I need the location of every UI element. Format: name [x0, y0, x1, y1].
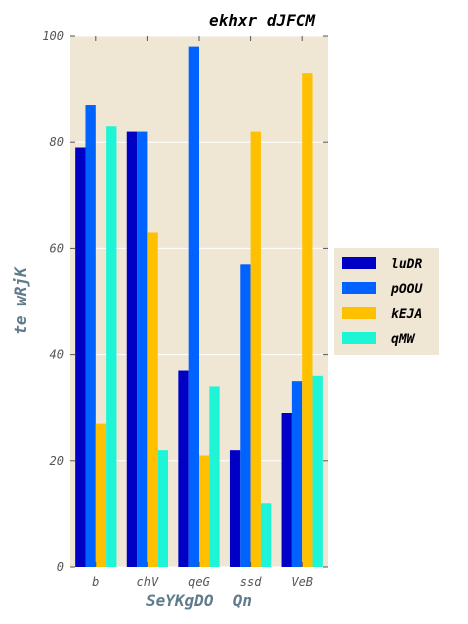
legend-swatch-qMW: [342, 332, 376, 344]
bar-pOOU-ssd: [240, 264, 251, 567]
bar-kEJA-chV: [147, 232, 158, 567]
legend-swatch-kEJA: [342, 307, 376, 319]
x-ticks: b chV qeG ssd VeB: [92, 36, 313, 589]
bar-pOOU-qeG: [188, 46, 199, 568]
bar-kEJA-qeG: [199, 455, 210, 567]
bar-kEJA-VeB: [302, 73, 313, 568]
bar-kEJA-ssd: [250, 131, 261, 567]
bar-qMW-qeG: [209, 386, 220, 567]
bar-qMW-ssd: [260, 503, 272, 567]
x-tick-label: chV: [137, 575, 159, 589]
x-tick-label: qeG: [188, 575, 210, 589]
bar-qMW-b: [106, 126, 117, 568]
legend-label-kEJA: kEJA: [391, 307, 422, 322]
bar-luDR-qeG: [178, 370, 189, 567]
bar-luDR-VeB: [281, 413, 292, 567]
y-tick-label: 20: [50, 454, 64, 468]
bar-pOOU-b: [85, 105, 96, 567]
bar-pOOU-VeB: [291, 381, 303, 567]
bar-kEJA-b: [95, 423, 107, 567]
bar-luDR-chV: [126, 131, 138, 567]
chart-title: ekhxr dJFCM: [209, 11, 316, 30]
y-ticks: 0 20 40 60 80 100: [42, 29, 328, 574]
x-tick-label: b: [92, 575, 99, 589]
y-tick-label: 40: [50, 348, 64, 362]
bar-luDR-ssd: [229, 450, 241, 567]
legend-swatch-luDR: [342, 257, 376, 269]
bars: [75, 46, 323, 568]
y-axis-label: te wRjK: [11, 266, 30, 335]
y-tick-label: 60: [50, 241, 64, 255]
legend-label-qMW: qMW: [391, 332, 416, 347]
legend-swatch-pOOU: [342, 282, 376, 294]
y-tick-label: 0: [57, 560, 64, 574]
bar-luDR-b: [75, 147, 86, 567]
y-tick-label: 80: [50, 135, 64, 149]
bar-pOOU-chV: [137, 131, 148, 567]
legend: luDR pOOU kEJA qMW: [334, 248, 439, 355]
legend-label-pOOU: pOOU: [390, 282, 423, 297]
bar-qMW-VeB: [312, 375, 323, 567]
x-tick-label: ssd: [240, 575, 262, 589]
bar-qMW-chV: [157, 450, 169, 567]
legend-label-luDR: luDR: [391, 257, 422, 272]
x-tick-label: VeB: [291, 575, 313, 589]
x-axis-label: SeYKgDO Qn: [146, 591, 252, 610]
y-tick-label: 100: [42, 29, 64, 43]
